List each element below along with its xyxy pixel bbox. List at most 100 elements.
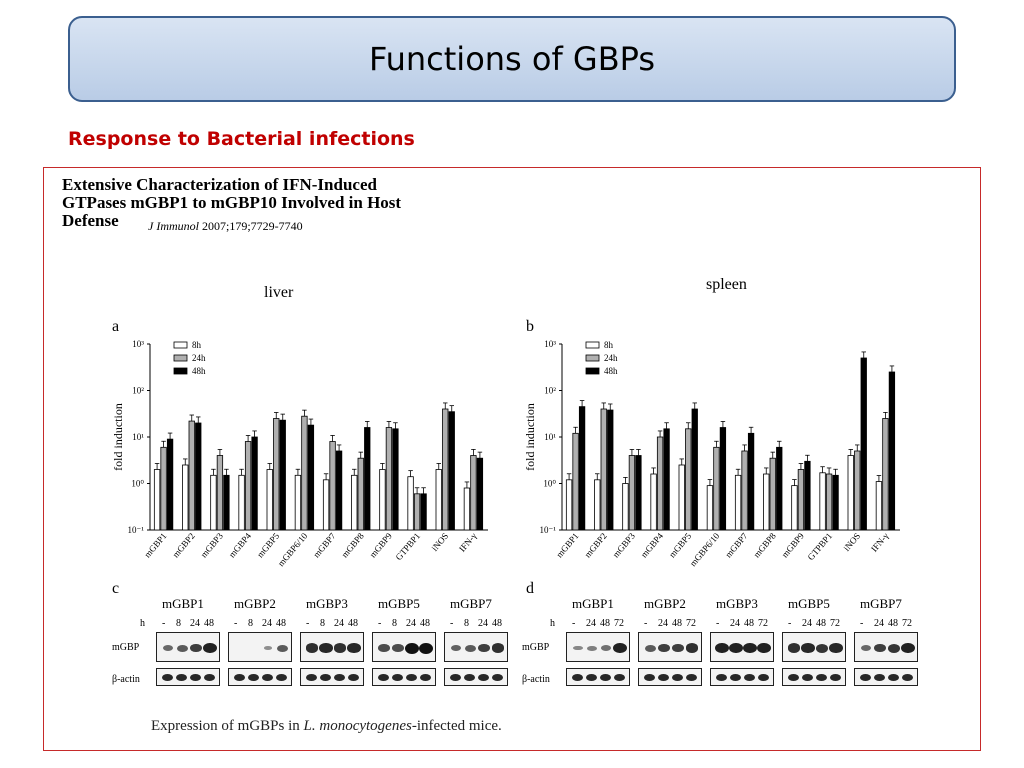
blot-band (419, 642, 433, 654)
bar (678, 464, 685, 531)
blot-band (491, 643, 505, 653)
blot-gene-label: mGBP3 (716, 596, 758, 611)
blot-hour-label: 8 (392, 618, 397, 629)
x-tick-label: mGBP2 (582, 531, 608, 560)
y-axis-label: fold induction (523, 403, 537, 471)
blot-hour-label: 8 (176, 618, 181, 629)
blot-band (276, 674, 287, 681)
blot-hour-label: 24 (802, 618, 812, 629)
blot-band (744, 674, 755, 681)
blot-band (162, 644, 174, 652)
blot-band (263, 645, 273, 651)
bar (251, 436, 258, 531)
blot-hours-label: h (140, 618, 145, 629)
blot-band (420, 674, 431, 681)
blot-band (657, 643, 671, 653)
blot-hour-label: 72 (686, 618, 696, 629)
caption-species: L. monocytogenes (303, 718, 412, 734)
blot-band (189, 643, 203, 653)
blot-band (190, 674, 201, 681)
x-tick-label: mGBP3 (611, 530, 638, 559)
blot-hour-label: 48 (492, 618, 502, 629)
bar (741, 450, 748, 531)
bar (713, 446, 720, 531)
blot-band (788, 674, 799, 681)
bar (413, 493, 421, 531)
blot-gene-label: mGBP1 (162, 596, 204, 611)
blot-band (176, 644, 188, 652)
blot-mgbp (710, 632, 774, 662)
blot-hour-label: 24 (334, 618, 344, 629)
bar (594, 479, 601, 531)
bar (882, 418, 889, 531)
blot-hour-label: - (644, 618, 648, 629)
blot-band (378, 674, 389, 681)
blot-beta-actin (300, 668, 364, 686)
bar (769, 457, 776, 531)
bar (622, 483, 629, 531)
blot-band (573, 645, 583, 651)
panel-letter-a: a (112, 318, 120, 335)
bar (719, 427, 727, 531)
blot-band (333, 643, 347, 653)
blot-gene-label: mGBP7 (450, 596, 492, 611)
legend-swatch (173, 354, 188, 362)
bar (470, 455, 477, 531)
blot-beta-actin (156, 668, 220, 686)
paper-citation: J Immunol 2007;179;7729-7740 (148, 219, 303, 234)
bar (407, 476, 414, 531)
blot-band (830, 674, 841, 681)
blot-band (686, 674, 697, 681)
bar (832, 474, 839, 531)
x-tick-label: mGBP8 (339, 530, 366, 559)
blot-hours-label: h (550, 618, 555, 629)
blot-mgbp (228, 632, 292, 662)
blot-hour-label: - (860, 618, 864, 629)
western-blots-liver: h mGBP β-actin mGBP1-8 24 48 mGBP2-8 24 48 mGBP3-… (112, 594, 522, 694)
bar (825, 473, 833, 531)
blot-band (658, 674, 669, 681)
bar (188, 420, 195, 531)
blot-band (319, 643, 333, 653)
blot-band (306, 674, 317, 681)
blot-band (860, 674, 871, 681)
bar (860, 357, 867, 531)
bar (182, 464, 189, 531)
blot-hour-label: 72 (830, 618, 840, 629)
blot-hour-label: 8 (248, 618, 253, 629)
bar (160, 446, 167, 531)
legend-label: 48h (604, 366, 618, 376)
blot-band (816, 674, 827, 681)
liver-panel-title: liver (264, 284, 294, 301)
x-tick-label: mGBP1 (554, 531, 580, 560)
blot-band (204, 674, 215, 681)
x-tick-label: IFN-γ (457, 531, 478, 554)
blot-beta-actin (638, 668, 702, 686)
x-tick-label: mGBP5 (255, 530, 282, 559)
blot-band (815, 643, 829, 653)
blot-hour-label: - (788, 618, 792, 629)
blot-band (176, 674, 187, 681)
blot-gene-label: mGBP5 (788, 596, 830, 611)
blot-hour-label: 24 (874, 618, 884, 629)
x-tick-label: IFN-γ (869, 531, 890, 554)
slide-title: Functions of GBPs (368, 40, 656, 78)
blot-band (729, 642, 743, 654)
blot-hour-label: - (450, 618, 454, 629)
bar (307, 424, 315, 531)
bar (685, 428, 692, 531)
blot-band (758, 674, 769, 681)
legend-label: 24h (604, 353, 618, 363)
bar (266, 469, 273, 531)
y-tick-label: 10⁰ (131, 479, 144, 489)
blot-row-label: mGBP (112, 642, 140, 653)
x-tick-label: mGBP9 (780, 530, 807, 559)
blot-beta-actin (782, 668, 846, 686)
bar (734, 474, 742, 531)
blot-band (613, 642, 627, 654)
blot-band (450, 644, 462, 652)
blot-band (392, 674, 403, 681)
blot-band (887, 643, 901, 653)
blot-band (757, 642, 771, 654)
bar (650, 473, 657, 531)
